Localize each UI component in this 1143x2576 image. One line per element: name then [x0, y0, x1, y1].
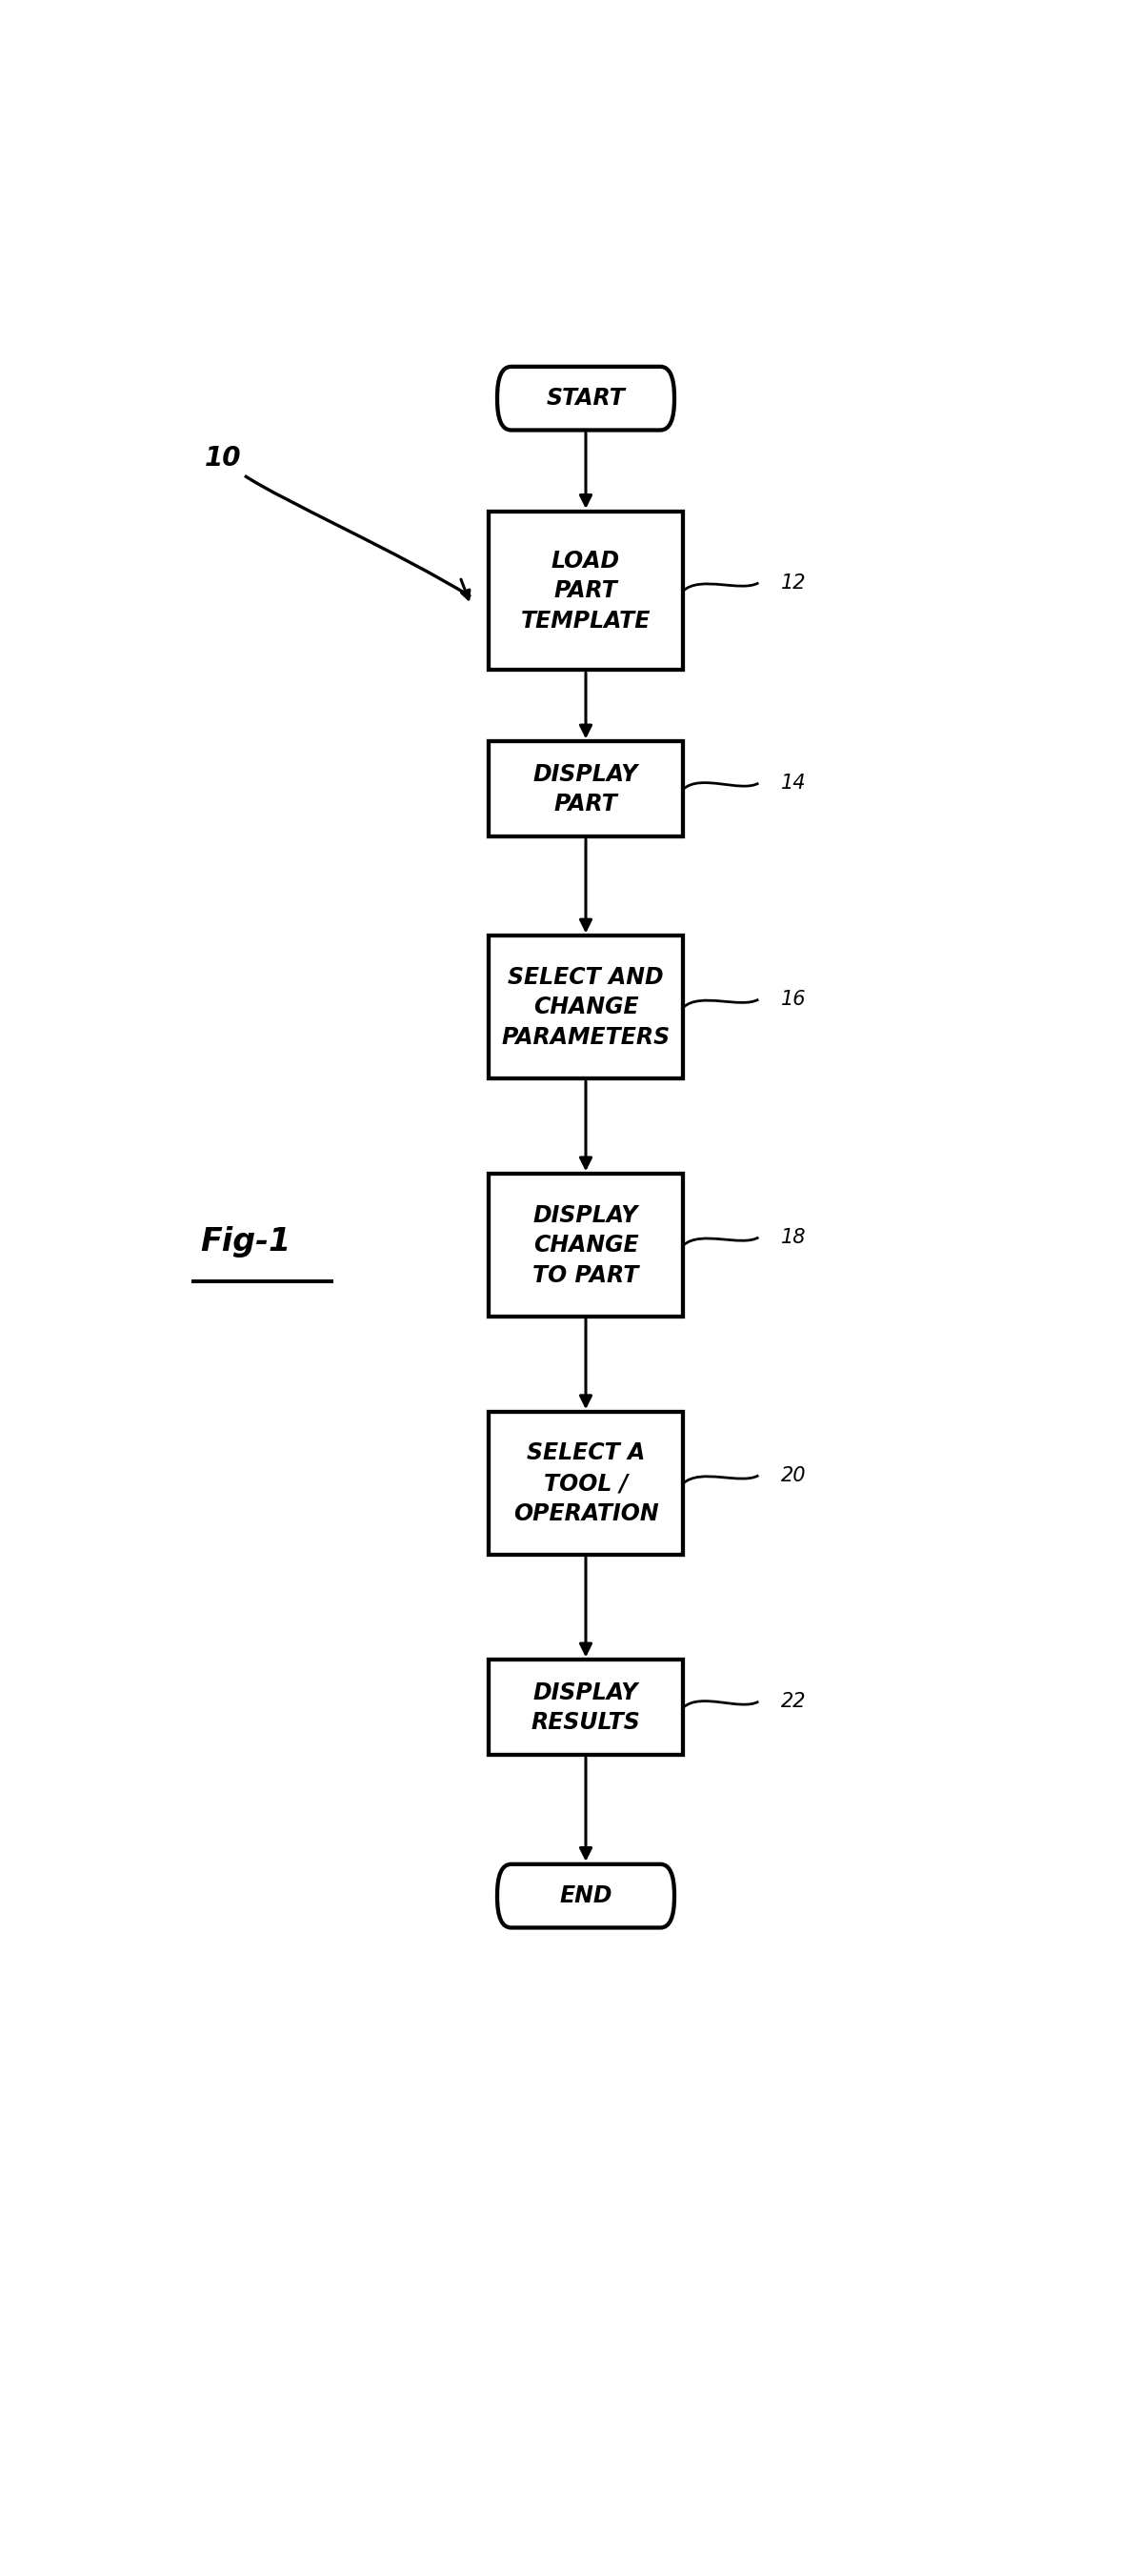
Bar: [488, 742, 684, 837]
Text: Fig-1: Fig-1: [200, 1226, 291, 1257]
Bar: [488, 1659, 684, 1754]
Text: DISPLAY
PART: DISPLAY PART: [534, 762, 638, 817]
Text: START: START: [546, 386, 625, 410]
Text: DISPLAY
CHANGE
TO PART: DISPLAY CHANGE TO PART: [533, 1203, 639, 1288]
Text: 16: 16: [781, 989, 806, 1010]
Text: 12: 12: [781, 574, 806, 592]
Text: 18: 18: [781, 1229, 806, 1247]
Text: 14: 14: [781, 773, 806, 793]
Text: SELECT A
TOOL /
OPERATION: SELECT A TOOL / OPERATION: [513, 1443, 658, 1525]
Text: LOAD
PART
TEMPLATE: LOAD PART TEMPLATE: [521, 549, 650, 631]
Text: 22: 22: [781, 1692, 806, 1710]
Text: 10: 10: [205, 446, 241, 471]
FancyBboxPatch shape: [497, 366, 674, 430]
Bar: [488, 513, 684, 670]
Text: DISPLAY
RESULTS: DISPLAY RESULTS: [531, 1682, 640, 1734]
Text: 20: 20: [781, 1466, 806, 1484]
Text: END: END: [559, 1886, 613, 1906]
Bar: [488, 1412, 684, 1556]
Bar: [488, 1175, 684, 1316]
FancyBboxPatch shape: [497, 1865, 674, 1927]
Bar: [488, 935, 684, 1079]
Text: SELECT AND
CHANGE
PARAMETERS: SELECT AND CHANGE PARAMETERS: [502, 966, 670, 1048]
